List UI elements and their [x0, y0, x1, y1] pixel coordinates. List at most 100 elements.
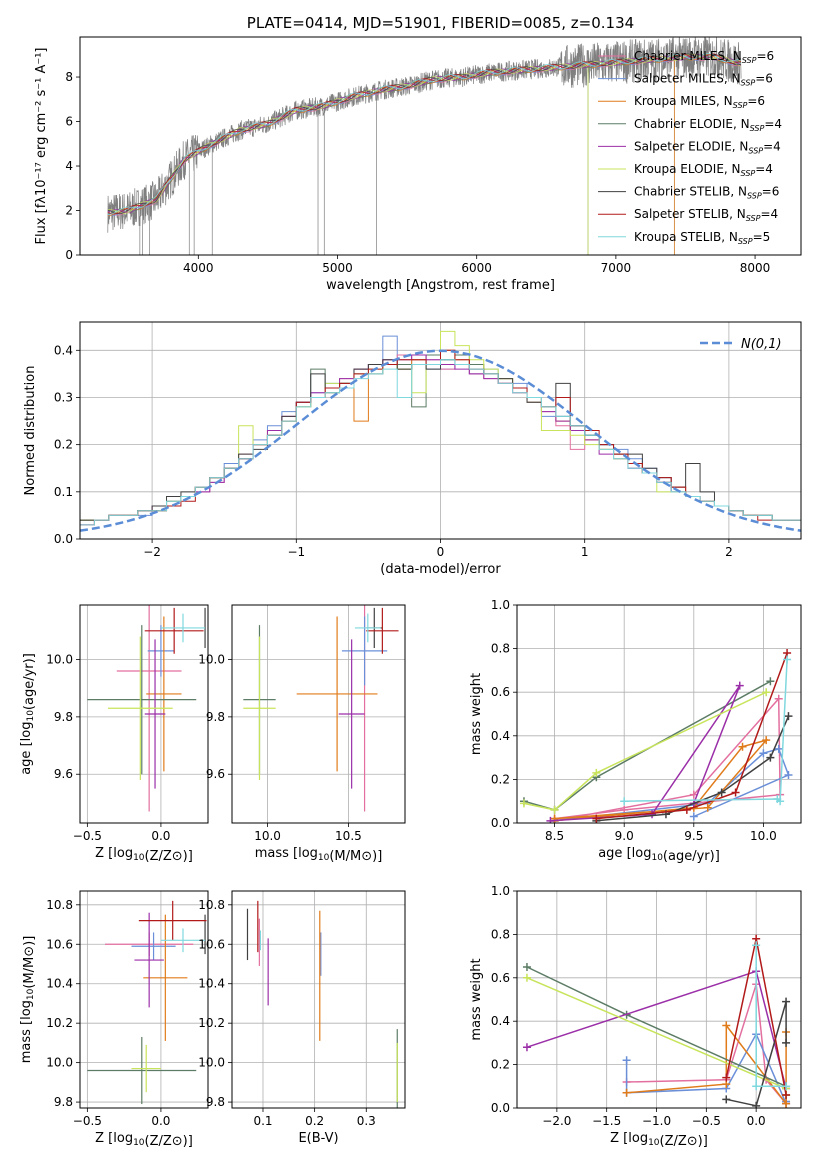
- model-spectrum-line: [107, 53, 741, 215]
- weight-marker: [717, 788, 726, 797]
- y-tick-label: 8: [65, 70, 73, 84]
- model-spectrum-line: [107, 53, 741, 215]
- x-tick-label: 8000: [740, 261, 771, 275]
- weight-series-line: [523, 680, 771, 811]
- x-tick-label: 7000: [601, 261, 632, 275]
- y-tick-label: 1.0: [491, 598, 510, 612]
- y-tick-label: 0.3: [54, 390, 73, 404]
- weight-marker: [759, 749, 768, 758]
- weight-marker: [592, 768, 601, 777]
- weight-marker: [519, 799, 528, 808]
- x-tick-label: −0.5: [73, 1114, 102, 1128]
- y-tick-label: 0.0: [54, 532, 73, 546]
- y-tick-label: 0.6: [491, 685, 510, 699]
- weight-series-line: [523, 691, 767, 811]
- errorbar-point: [107, 636, 173, 780]
- weight-marker: [784, 712, 793, 721]
- weight-marker: [648, 810, 657, 819]
- weight_vs_Z-axes: −2.0 −1.5 −1.0 −0.5 0.0 0.0 0.2 0.4 0.6 0.8 1.0 Z […: [469, 884, 802, 1149]
- x-tick-label: −2.0: [542, 1114, 571, 1128]
- legend-label: Salpeter MILES, NSSP=6: [634, 72, 773, 88]
- x-tick-label: 5000: [322, 261, 353, 275]
- errorbar-point: [146, 616, 182, 772]
- residuals-axes: −2 −1 0 1 2 0.0 0.1 0.2 0.3 0.4 (data-model)/error…: [23, 321, 802, 577]
- y-tick-label: 0.4: [54, 343, 73, 357]
- weight-marker: [782, 1082, 791, 1091]
- weight-marker: [784, 771, 793, 780]
- x-tick-label: 0: [437, 545, 445, 559]
- errorbar-point: [338, 639, 365, 789]
- weight-marker: [783, 655, 792, 664]
- weight-series-line: [624, 659, 788, 803]
- y-tick-label: 10.8: [46, 898, 73, 912]
- weight-marker: [622, 1056, 631, 1065]
- weight_vs_age-plot: [519, 648, 793, 823]
- model-spectrum-line: [107, 54, 742, 214]
- errorbar-point: [366, 607, 399, 654]
- x-tick-label: −1.5: [592, 1114, 621, 1128]
- mass_vs_EBV-plot: [246, 900, 398, 1108]
- weight-marker: [782, 1099, 791, 1108]
- weight-series-line: [726, 1001, 787, 1107]
- y-tick-label: 0.2: [491, 1058, 510, 1072]
- weight-marker: [738, 742, 747, 751]
- chart-title: PLATE=0414, MJD=51901, FIBERID=0085, z=0…: [247, 14, 634, 32]
- weight_vs_Z-plot: [522, 934, 791, 1108]
- errorbar-point: [138, 900, 207, 941]
- x-tick-label: −1: [287, 545, 305, 559]
- weight-marker: [762, 688, 771, 697]
- x-tick-label: 10.0: [750, 829, 777, 843]
- y-tick-label: 4: [65, 159, 73, 173]
- weight-marker: [722, 1095, 731, 1104]
- x-tick-label: 1: [581, 545, 589, 559]
- weight-marker: [731, 788, 740, 797]
- y-tick-label: 0.6: [491, 971, 510, 985]
- x-tick-label: 0.2: [305, 1114, 324, 1128]
- x-axis-label: (data-model)/error: [380, 562, 501, 577]
- y-tick-label: 9.6: [206, 767, 225, 781]
- legend-label: Kroupa STELIB, NSSP=5: [634, 230, 770, 246]
- weight-series-line: [554, 747, 790, 822]
- errorbar-point: [243, 636, 276, 780]
- weight-marker: [782, 1038, 791, 1047]
- weight-marker: [592, 814, 601, 823]
- weight-marker: [774, 744, 783, 753]
- errorbar-point: [87, 1036, 197, 1105]
- weight-marker: [689, 812, 698, 821]
- weight-marker: [782, 997, 791, 1006]
- y-tick-label: 6: [65, 115, 73, 129]
- x-tick-label: 8.5: [545, 829, 564, 843]
- y-tick-label: 9.8: [54, 1095, 73, 1109]
- errorbar-point: [131, 932, 176, 961]
- x-axis-label: Z [log10(Z/Z⊙)]: [95, 1131, 193, 1149]
- y-tick-label: 9.8: [206, 1095, 225, 1109]
- weight-marker: [550, 805, 559, 814]
- y-tick-label: 0.2: [54, 438, 73, 452]
- weight-marker: [722, 1021, 731, 1030]
- x-tick-label: −1.0: [642, 1114, 671, 1128]
- x-tick-label: 9.5: [684, 829, 703, 843]
- y-tick-label: 10.4: [46, 977, 73, 991]
- weight-marker: [522, 1043, 531, 1052]
- weight_vs_Z-frame: [516, 890, 802, 1109]
- x-tick-label: 0.3: [357, 1114, 376, 1128]
- errorbar-point: [143, 914, 188, 1041]
- x-axis-label: Z [log10(Z/Z⊙)]: [95, 846, 193, 864]
- weight_vs_age-frame: [516, 604, 802, 824]
- y-tick-label: 0.4: [491, 1014, 510, 1028]
- y-axis-label: age [log10(age/yr)]: [19, 653, 37, 775]
- x-tick-label: −0.5: [692, 1114, 721, 1128]
- y-tick-label: 0.0: [491, 1101, 510, 1115]
- legend-label: Kroupa ELODIE, NSSP=4: [634, 162, 773, 178]
- y-tick-label: 10.8: [198, 898, 225, 912]
- weight-series-line: [596, 652, 788, 820]
- x-tick-label: 9.0: [615, 829, 634, 843]
- errorbar-point: [296, 616, 378, 772]
- y-axis-label: mass weight: [469, 958, 484, 1040]
- legend-label: Salpeter STELIB, NSSP=4: [634, 207, 778, 223]
- y-tick-label: 2: [65, 204, 73, 218]
- age_vs_Z-plot: [87, 605, 206, 812]
- age_vs_mass-frame: [231, 604, 406, 824]
- age_vs_mass-plot: [243, 605, 399, 812]
- x-tick-label: −2: [143, 545, 161, 559]
